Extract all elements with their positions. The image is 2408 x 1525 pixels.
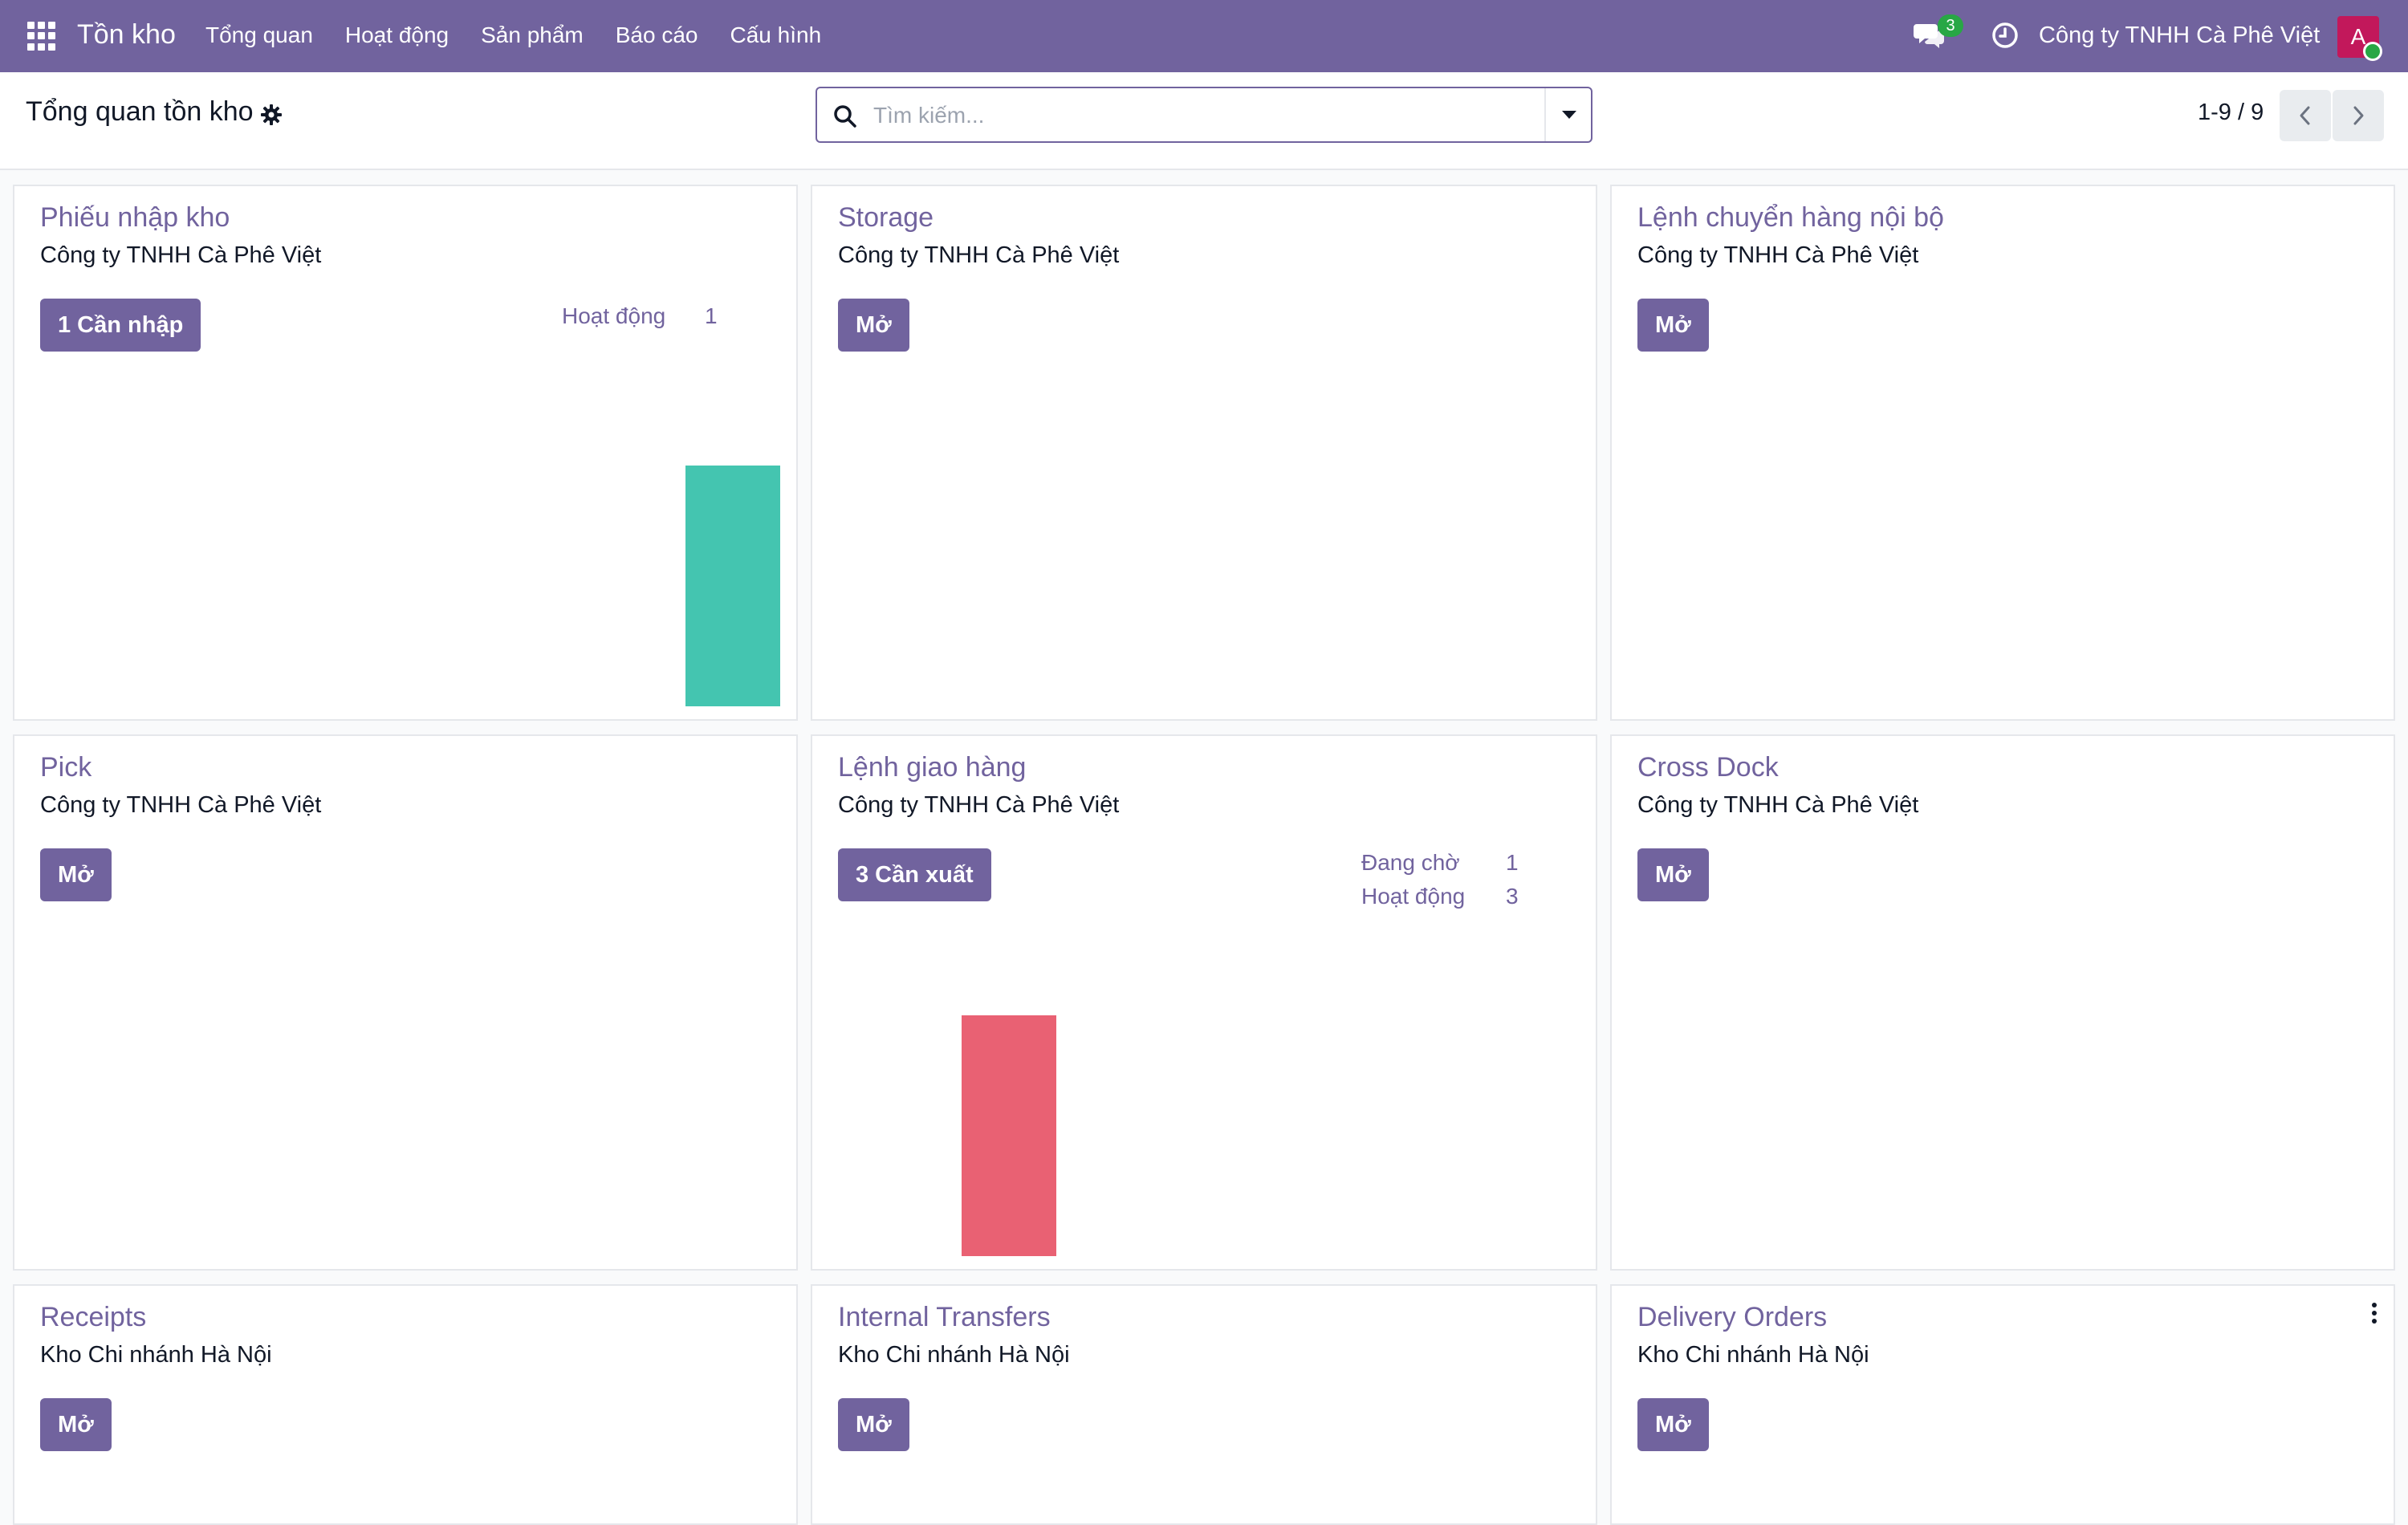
card-warehouse: Kho Chi nhánh Hà Nội [1637,1342,1869,1368]
picking-type-card[interactable]: Pick Công ty TNHH Cà Phê Việt Mở [13,734,798,1271]
card-warehouse: Kho Chi nhánh Hà Nội [40,1342,272,1368]
menu-item-products[interactable]: Sản phẩm [481,22,584,47]
picking-type-card[interactable]: Storage Công ty TNHH Cà Phê Việt Mở [811,185,1597,721]
pager-next-button[interactable] [2333,90,2384,141]
stat-row[interactable]: Hoạt động 3 [1361,884,1554,917]
menu-item-configuration[interactable]: Cấu hình [730,22,822,47]
pager-value[interactable]: 1-9 / 9 [2198,100,2264,125]
chevron-right-icon [2353,106,2364,125]
top-navbar: Tồn kho Tổng quan Hoạt động Sản phẩm Báo… [0,0,2408,72]
to-process-button[interactable]: 3 Cần xuất [838,848,991,901]
chart-bar[interactable] [685,466,780,706]
picking-type-card[interactable]: Phiếu nhập kho Công ty TNHH Cà Phê Việt … [13,185,798,721]
card-stats: Đang chờ 1 Hoạt động 3 [1361,850,1554,917]
main-menu: Tổng quan Hoạt động Sản phẩm Báo cáo Cấu… [205,22,853,48]
menu-item-reporting[interactable]: Báo cáo [615,22,698,47]
picking-type-card[interactable]: Delivery Orders Kho Chi nhánh Hà Nội Mở [1610,1284,2395,1525]
chat-count-badge: 3 [1938,14,1963,37]
chart-bar[interactable] [962,1015,1056,1256]
card-title[interactable]: Receipts [40,1302,147,1332]
card-title[interactable]: Phiếu nhập kho [40,202,230,233]
open-button[interactable]: Mở [40,848,112,901]
app-grid-icon[interactable] [27,22,56,51]
app-name[interactable]: Tồn kho [77,19,176,50]
card-title[interactable]: Storage [838,202,934,233]
stat-label[interactable]: Hoạt động [562,303,666,328]
menu-item-overview[interactable]: Tổng quan [205,22,313,47]
card-title[interactable]: Lệnh giao hàng [838,752,1027,783]
more-options-icon[interactable] [2365,1300,2384,1328]
card-warehouse: Công ty TNHH Cà Phê Việt [838,792,1120,818]
stat-row[interactable]: Hoạt động 1 [562,303,755,337]
picking-type-card[interactable]: Receipts Kho Chi nhánh Hà Nội Mở [13,1284,798,1525]
pager-previous-button[interactable] [2280,90,2331,141]
to-process-button[interactable]: 1 Cần nhập [40,299,201,352]
stat-label[interactable]: Đang chờ [1361,850,1460,875]
stat-value[interactable]: 1 [705,303,718,328]
open-button[interactable]: Mở [838,299,909,352]
stat-row[interactable]: Đang chờ 1 [1361,850,1554,884]
picking-type-card[interactable]: Lệnh giao hàng Công ty TNHH Cà Phê Việt … [811,734,1597,1271]
card-warehouse: Công ty TNHH Cà Phê Việt [1637,792,1919,818]
card-title[interactable]: Cross Dock [1637,752,1779,783]
card-warehouse: Kho Chi nhánh Hà Nội [838,1342,1070,1368]
page-title: Tổng quan tồn kho [26,96,254,127]
card-stats: Hoạt động 1 [562,303,755,337]
search-icon [834,105,856,128]
picking-type-card[interactable]: Cross Dock Công ty TNHH Cà Phê Việt Mở [1610,734,2395,1271]
picking-type-card[interactable]: Internal Transfers Kho Chi nhánh Hà Nội … [811,1284,1597,1525]
open-button[interactable]: Mở [40,1398,112,1451]
stat-value[interactable]: 1 [1506,850,1519,875]
gear-icon[interactable] [260,104,283,126]
clock-icon[interactable] [1991,21,2020,50]
user-avatar[interactable]: A [2337,16,2379,58]
card-title[interactable]: Pick [40,752,92,783]
open-button[interactable]: Mở [1637,848,1709,901]
menu-item-operations[interactable]: Hoạt động [344,22,449,47]
control-panel: Tổng quan tồn kho 1-9 / 9 [0,72,2408,170]
card-warehouse: Công ty TNHH Cà Phê Việt [40,242,322,268]
card-warehouse: Công ty TNHH Cà Phê Việt [1637,242,1919,268]
search-input[interactable] [873,100,1515,132]
stat-label[interactable]: Hoạt động [1361,884,1466,909]
stat-value[interactable]: 3 [1506,884,1519,909]
online-status-dot [2363,42,2382,61]
card-warehouse: Công ty TNHH Cà Phê Việt [838,242,1120,268]
chevron-left-icon [2300,106,2310,125]
search-bar [816,87,1592,143]
picking-type-card[interactable]: Lệnh chuyển hàng nội bộ Công ty TNHH Cà … [1610,185,2395,721]
open-button[interactable]: Mở [1637,299,1709,352]
caret-down-icon [1562,111,1576,119]
search-options-toggle[interactable] [1544,88,1591,141]
card-warehouse: Công ty TNHH Cà Phê Việt [40,792,322,818]
company-switcher[interactable]: Công ty TNHH Cà Phê Việt [2039,22,2321,48]
card-title[interactable]: Lệnh chuyển hàng nội bộ [1637,202,1944,233]
chat-icon[interactable] [1914,21,1946,50]
card-title[interactable]: Internal Transfers [838,1302,1051,1332]
open-button[interactable]: Mở [838,1398,909,1451]
open-button[interactable]: Mở [1637,1398,1709,1451]
card-title[interactable]: Delivery Orders [1637,1302,1828,1332]
